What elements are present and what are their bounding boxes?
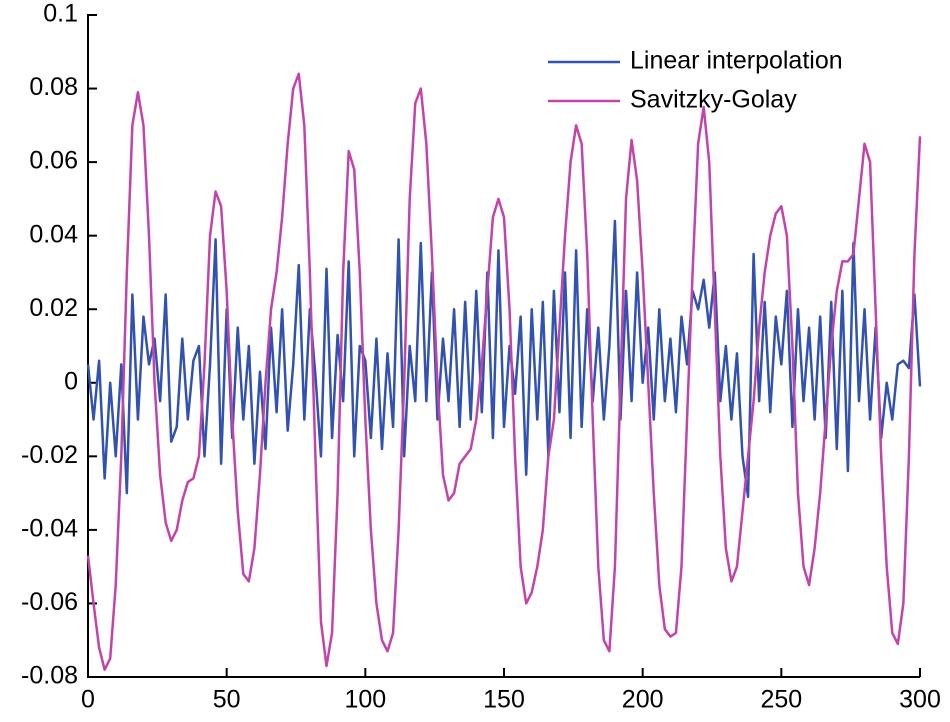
x-tick-label: 100 xyxy=(344,686,386,714)
x-tick-label: 50 xyxy=(213,686,241,714)
series-line xyxy=(86,219,922,499)
y-tick-label: 0.1 xyxy=(43,0,78,28)
y-tick-label: 0.04 xyxy=(29,220,78,248)
x-tick-label: 250 xyxy=(760,686,802,714)
y-tick-label: -0.04 xyxy=(21,514,78,542)
x-tick-label: 0 xyxy=(81,686,95,714)
y-tick-label: 0.06 xyxy=(29,147,78,175)
legend-label: Linear interpolation xyxy=(630,47,843,75)
y-tick-label: 0.02 xyxy=(29,294,78,322)
x-tick-label: 150 xyxy=(483,686,525,714)
x-tick-label: 200 xyxy=(622,686,664,714)
y-tick-label: -0.02 xyxy=(21,441,78,469)
y-tick-label: -0.08 xyxy=(21,662,78,690)
series-line xyxy=(86,72,922,671)
legend-label: Savitzky-Golay xyxy=(630,86,797,114)
y-tick-label: 0.08 xyxy=(29,73,78,101)
y-tick-label: -0.06 xyxy=(21,588,78,616)
y-tick-label: 0 xyxy=(64,367,78,395)
x-tick-label: 300 xyxy=(899,686,941,714)
